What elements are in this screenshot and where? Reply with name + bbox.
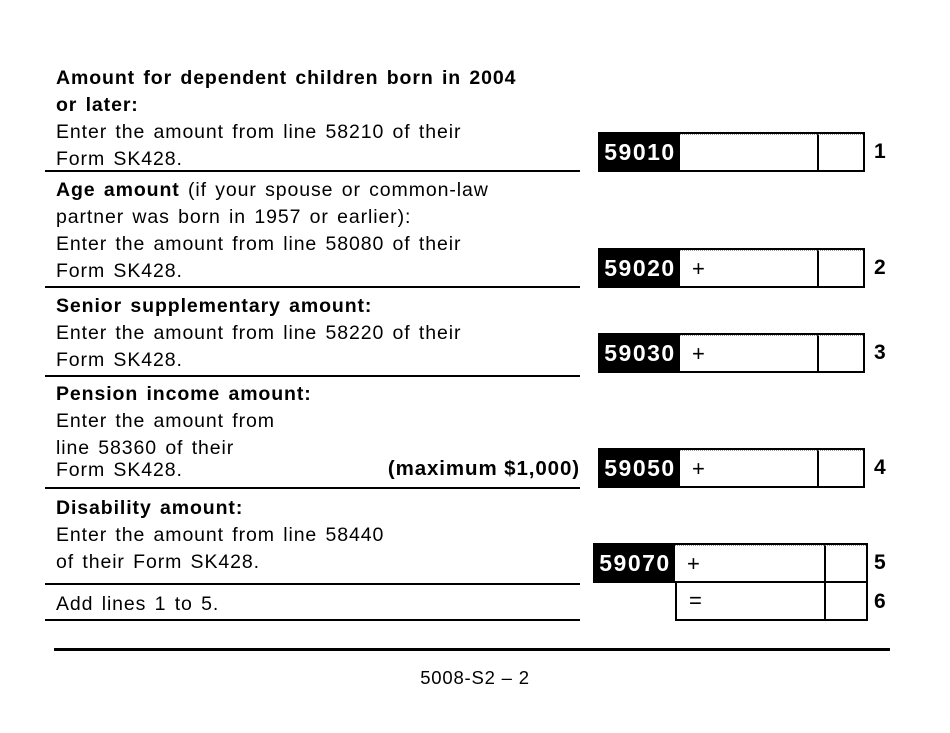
section1-heading-line2: or later: — [56, 92, 139, 119]
field-code-59070: 59070 — [595, 545, 675, 581]
cents-field-line-6[interactable] — [824, 583, 866, 619]
page-bottom-rule — [54, 648, 890, 651]
body-text: Form SK428. — [56, 349, 183, 371]
page-footer: 5008-S2 – 2 — [420, 667, 530, 688]
section6-body-line1: Add lines 1 to 5. — [56, 591, 219, 618]
body-text: Form SK428. — [56, 459, 183, 481]
heading-text: Pension income amount: — [56, 383, 312, 405]
section3-divider — [45, 375, 580, 377]
body-text: Form SK428. — [56, 260, 183, 282]
section3-body-line2: Form SK428. — [56, 347, 183, 374]
amount-box-line-6: = — [675, 583, 868, 621]
operator-sign: + — [692, 340, 705, 366]
amount-box-line-1: 59010 — [598, 132, 865, 172]
body-text: partner was born in 1957 or earlier): — [56, 206, 412, 228]
body-text: Form SK428. — [56, 148, 183, 170]
amount-box-line-5: 59070 + — [593, 543, 868, 583]
operator-sign: + — [692, 455, 705, 481]
amount-field-line-4[interactable]: + — [680, 450, 817, 486]
amount-field-line-2[interactable]: + — [680, 250, 817, 286]
amount-field-line-6[interactable]: = — [677, 583, 824, 619]
body-text: Enter the amount from line 58210 of thei… — [56, 121, 462, 143]
cents-field-line-4[interactable] — [817, 450, 863, 486]
section4-body-line1: Enter the amount from — [56, 408, 275, 435]
cents-field-line-5[interactable] — [824, 545, 866, 581]
body-text: Enter the amount from line 58080 of thei… — [56, 233, 462, 255]
amount-field-line-5[interactable]: + — [675, 545, 824, 581]
maximum-note: (maximum $1,000) — [387, 457, 580, 480]
operator-sign: = — [689, 588, 702, 613]
line-number-1: 1 — [874, 140, 886, 163]
amount-box-line-4: 59050 + — [598, 448, 865, 488]
body-text: line 58360 of their — [56, 437, 235, 459]
section4-heading: Pension income amount: — [56, 381, 312, 408]
section3-heading: Senior supplementary amount: — [56, 293, 372, 320]
body-text: Add lines 1 to 5. — [56, 593, 220, 615]
section2-heading-line1: Age amount (if your spouse or common-law — [56, 177, 489, 204]
section6-divider — [45, 619, 580, 621]
line-number-5: 5 — [874, 551, 886, 574]
line-number-3: 3 — [874, 341, 886, 364]
amount-box-line-3: 59030 + — [598, 333, 865, 373]
body-text: Enter the amount from — [56, 410, 275, 432]
cents-field-line-2[interactable] — [817, 250, 863, 286]
amount-field-line-3[interactable]: + — [680, 335, 817, 371]
section1-divider — [45, 170, 580, 172]
heading-text: Disability amount: — [56, 497, 244, 519]
section4-body-line2: line 58360 of their — [56, 435, 234, 462]
cents-field-line-1[interactable] — [817, 134, 863, 170]
heading-text: Amount for dependent children born in 20… — [56, 67, 517, 89]
section2-body-line2: Form SK428. — [56, 258, 183, 285]
section5-body-line2: of their Form SK428. — [56, 549, 260, 576]
amount-field-line-1[interactable] — [680, 134, 817, 170]
operator-sign: + — [687, 550, 700, 576]
body-text: (if your spouse or common-law — [179, 179, 489, 201]
amount-box-line-2: 59020 + — [598, 248, 865, 288]
section2-heading-line2: partner was born in 1957 or earlier): — [56, 204, 411, 231]
heading-text: Age amount — [56, 179, 180, 201]
operator-sign: + — [692, 255, 705, 281]
heading-text: or later: — [56, 94, 139, 116]
line-number-6: 6 — [874, 590, 886, 613]
field-code-59010: 59010 — [600, 134, 680, 170]
section1-body-line2: Form SK428. — [56, 146, 183, 173]
line-number-4: 4 — [874, 456, 886, 479]
section3-body-line1: Enter the amount from line 58220 of thei… — [56, 320, 461, 347]
section5-divider — [45, 583, 580, 585]
section1-body-line1: Enter the amount from line 58210 of thei… — [56, 119, 461, 146]
heading-text: Senior supplementary amount: — [56, 295, 373, 317]
cents-field-line-3[interactable] — [817, 335, 863, 371]
body-text: of their Form SK428. — [56, 551, 260, 573]
field-code-59030: 59030 — [600, 335, 680, 371]
field-code-59050: 59050 — [600, 450, 680, 486]
line-number-2: 2 — [874, 256, 886, 279]
section1-heading-line1: Amount for dependent children born in 20… — [56, 65, 516, 92]
section5-body-line1: Enter the amount from line 58440 — [56, 522, 384, 549]
section4-body-line3: Form SK428. — [56, 457, 183, 484]
section2-divider — [45, 286, 580, 288]
field-code-59020: 59020 — [600, 250, 680, 286]
body-text: Enter the amount from line 58220 of thei… — [56, 322, 462, 344]
section4-divider — [45, 487, 580, 489]
section2-body-line1: Enter the amount from line 58080 of thei… — [56, 231, 461, 258]
body-text: Enter the amount from line 58440 — [56, 524, 385, 546]
section5-heading: Disability amount: — [56, 495, 243, 522]
